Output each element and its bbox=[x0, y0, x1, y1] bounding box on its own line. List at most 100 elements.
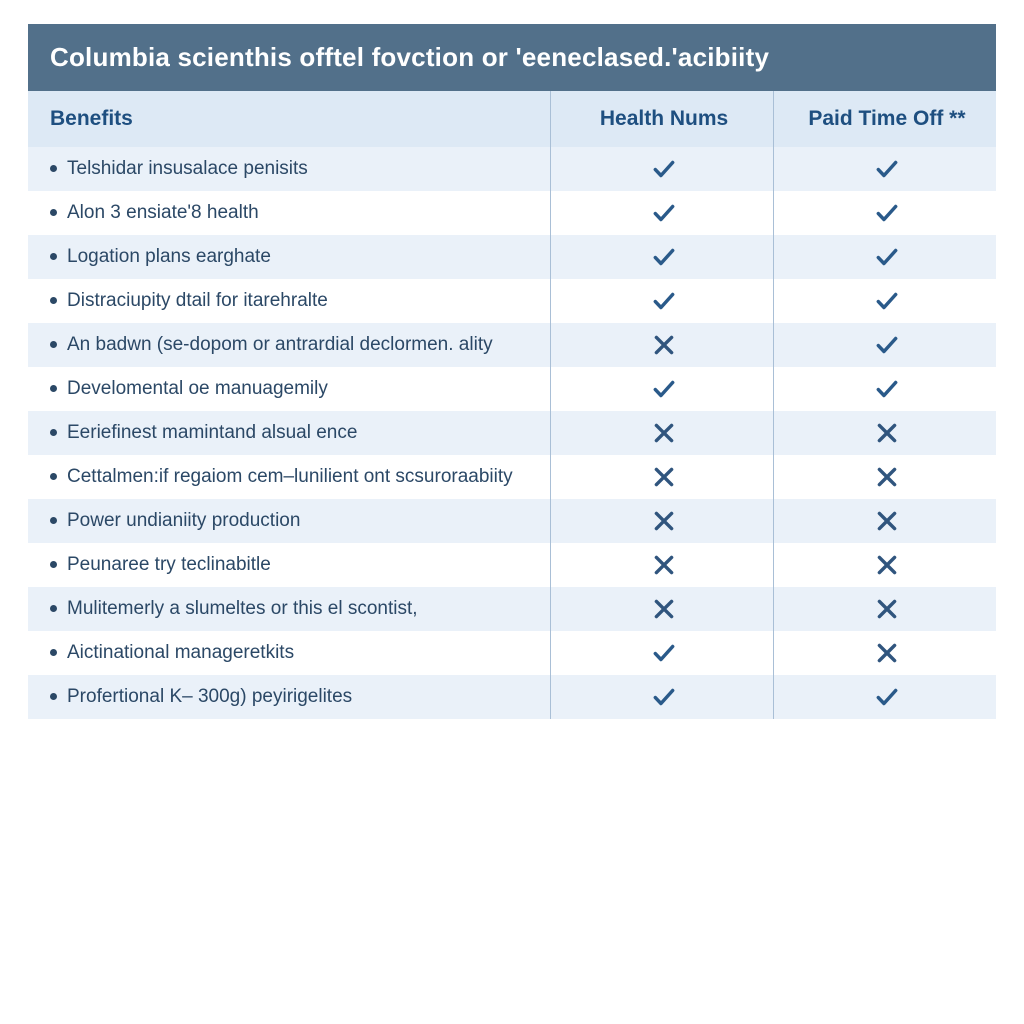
paid-status-cell bbox=[773, 411, 996, 455]
benefit-cell: Distraciupity dtail for itarehralte bbox=[28, 279, 551, 323]
benefit-cell: Telshidar insusalace penisits bbox=[28, 147, 551, 191]
cross-icon bbox=[874, 600, 900, 617]
cross-icon bbox=[651, 424, 677, 441]
table-row: Telshidar insusalace penisits bbox=[28, 147, 996, 191]
benefit-label: Mulitemerly a slumeltes or this el scont… bbox=[67, 597, 418, 621]
cross-icon bbox=[651, 468, 677, 485]
benefit-label: Cettalmen:if regaiom cem–lunilient ont s… bbox=[67, 465, 513, 489]
benefit-cell: Alon 3 ensiate'8 health bbox=[28, 191, 551, 235]
benefit-label: Alon 3 ensiate'8 health bbox=[67, 201, 259, 225]
table-row: Profertional K– 300g) peyirigelites bbox=[28, 675, 996, 719]
bullet-icon bbox=[50, 341, 57, 348]
cross-icon bbox=[874, 468, 900, 485]
check-icon bbox=[651, 380, 677, 397]
benefit-cell: Cettalmen:if regaiom cem–lunilient ont s… bbox=[28, 455, 551, 499]
paid-status-cell bbox=[773, 367, 996, 411]
table-row: Alon 3 ensiate'8 health bbox=[28, 191, 996, 235]
table-row: Develomental oe manuagemily bbox=[28, 367, 996, 411]
check-icon bbox=[651, 204, 677, 221]
health-status-cell bbox=[551, 323, 774, 367]
table-row: Power undianiity production bbox=[28, 499, 996, 543]
paid-status-cell bbox=[773, 499, 996, 543]
benefit-label: Power undianiity production bbox=[67, 509, 300, 533]
bullet-icon bbox=[50, 649, 57, 656]
col-header-benefits: Benefits bbox=[28, 91, 551, 147]
table-row: Aictinational manageretkits bbox=[28, 631, 996, 675]
benefit-label: An badwn (se-dopom or antrardial declorm… bbox=[67, 333, 493, 357]
page-title-bar: Columbia scienthis offtel fovction or 'e… bbox=[28, 24, 996, 91]
paid-status-cell bbox=[773, 323, 996, 367]
benefits-table: Benefits Health Nums Paid Time Off ** Te… bbox=[28, 91, 996, 719]
cross-icon bbox=[651, 600, 677, 617]
bullet-icon bbox=[50, 429, 57, 436]
benefit-label: Peunaree try teclinabitle bbox=[67, 553, 271, 577]
paid-status-cell bbox=[773, 235, 996, 279]
bullet-icon bbox=[50, 253, 57, 260]
health-status-cell bbox=[551, 411, 774, 455]
benefit-label: Aictinational manageretkits bbox=[67, 641, 294, 665]
health-status-cell bbox=[551, 675, 774, 719]
benefit-cell: Logation plans earghate bbox=[28, 235, 551, 279]
health-status-cell bbox=[551, 631, 774, 675]
cross-icon bbox=[651, 336, 677, 353]
bullet-icon bbox=[50, 165, 57, 172]
table-row: Peunaree try teclinabitle bbox=[28, 543, 996, 587]
benefit-label: Develomental oe manuagemily bbox=[67, 377, 328, 401]
col-header-paid: Paid Time Off ** bbox=[773, 91, 996, 147]
check-icon bbox=[651, 644, 677, 661]
check-icon bbox=[874, 336, 900, 353]
check-icon bbox=[651, 292, 677, 309]
cross-icon bbox=[874, 556, 900, 573]
table-row: Mulitemerly a slumeltes or this el scont… bbox=[28, 587, 996, 631]
check-icon bbox=[874, 380, 900, 397]
health-status-cell bbox=[551, 543, 774, 587]
benefit-label: Profertional K– 300g) peyirigelites bbox=[67, 685, 352, 709]
paid-status-cell bbox=[773, 675, 996, 719]
benefit-cell: Mulitemerly a slumeltes or this el scont… bbox=[28, 587, 551, 631]
paid-status-cell bbox=[773, 631, 996, 675]
benefit-label: Eeriefinest mamintand alsual ence bbox=[67, 421, 357, 445]
check-icon bbox=[874, 160, 900, 177]
check-icon bbox=[874, 292, 900, 309]
paid-status-cell bbox=[773, 587, 996, 631]
table-row: Logation plans earghate bbox=[28, 235, 996, 279]
bullet-icon bbox=[50, 693, 57, 700]
health-status-cell bbox=[551, 235, 774, 279]
benefit-cell: Power undianiity production bbox=[28, 499, 551, 543]
paid-status-cell bbox=[773, 279, 996, 323]
paid-status-cell bbox=[773, 543, 996, 587]
health-status-cell bbox=[551, 147, 774, 191]
benefit-cell: An badwn (se-dopom or antrardial declorm… bbox=[28, 323, 551, 367]
table-body: Telshidar insusalace penisits Alon 3 ensi… bbox=[28, 147, 996, 719]
page-title-text: Columbia scienthis offtel fovction or 'e… bbox=[50, 42, 769, 72]
cross-icon bbox=[874, 424, 900, 441]
paid-status-cell bbox=[773, 455, 996, 499]
health-status-cell bbox=[551, 587, 774, 631]
benefit-label: Distraciupity dtail for itarehralte bbox=[67, 289, 328, 313]
benefit-label: Telshidar insusalace penisits bbox=[67, 157, 308, 181]
table-row: Eeriefinest mamintand alsual ence bbox=[28, 411, 996, 455]
benefit-label: Logation plans earghate bbox=[67, 245, 271, 269]
benefit-cell: Aictinational manageretkits bbox=[28, 631, 551, 675]
benefit-cell: Develomental oe manuagemily bbox=[28, 367, 551, 411]
cross-icon bbox=[874, 644, 900, 661]
check-icon bbox=[874, 204, 900, 221]
check-icon bbox=[651, 688, 677, 705]
benefit-cell: Eeriefinest mamintand alsual ence bbox=[28, 411, 551, 455]
check-icon bbox=[874, 688, 900, 705]
cross-icon bbox=[874, 512, 900, 529]
paid-status-cell bbox=[773, 191, 996, 235]
health-status-cell bbox=[551, 279, 774, 323]
bullet-icon bbox=[50, 209, 57, 216]
bullet-icon bbox=[50, 385, 57, 392]
bullet-icon bbox=[50, 517, 57, 524]
check-icon bbox=[874, 248, 900, 265]
bullet-icon bbox=[50, 473, 57, 480]
col-header-health: Health Nums bbox=[551, 91, 774, 147]
table-header-row: Benefits Health Nums Paid Time Off ** bbox=[28, 91, 996, 147]
health-status-cell bbox=[551, 455, 774, 499]
table-row: Distraciupity dtail for itarehralte bbox=[28, 279, 996, 323]
health-status-cell bbox=[551, 191, 774, 235]
benefit-cell: Peunaree try teclinabitle bbox=[28, 543, 551, 587]
bullet-icon bbox=[50, 561, 57, 568]
